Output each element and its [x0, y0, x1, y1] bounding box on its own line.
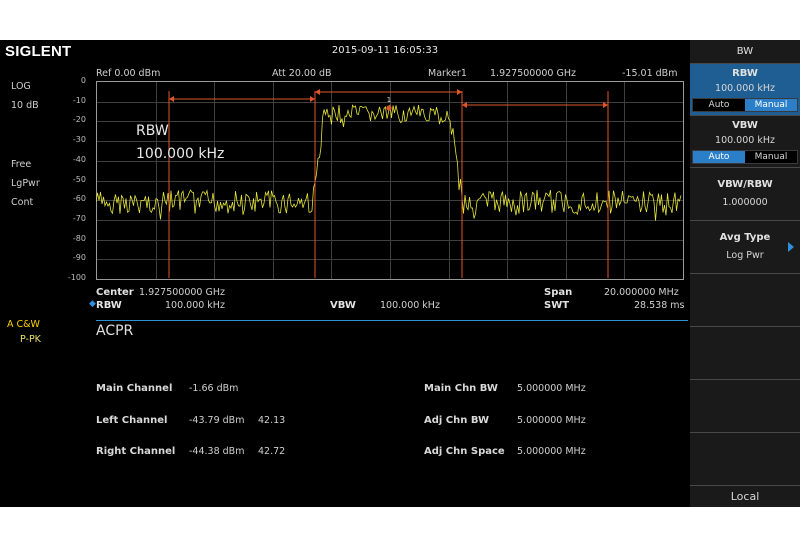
- marker-label: Marker1: [428, 68, 467, 79]
- y-tick-label: -10: [72, 95, 86, 105]
- rbw-auto-manual-toggle[interactable]: Auto Manual: [692, 98, 798, 112]
- vbw-softkey-value: 100.000 kHz: [715, 135, 775, 146]
- vbw-info-value: 100.000 kHz: [380, 300, 440, 311]
- trace-detect: P-PK: [20, 334, 41, 345]
- vbw-softkey-title: VBW: [732, 120, 758, 131]
- softkey-empty-2[interactable]: [690, 326, 800, 379]
- trigger-mode: Free: [11, 159, 32, 170]
- rbw-manual-option[interactable]: Manual: [745, 99, 797, 111]
- vbw-rbw-title: VBW/RBW: [717, 179, 773, 190]
- center-value: 1.927500000 GHz: [139, 287, 225, 298]
- y-tick-label: -100: [67, 273, 86, 282]
- siglent-logo: SIGLENT: [5, 43, 72, 60]
- rbw-overlay-label: RBW: [136, 123, 169, 139]
- bracket-arrowhead: [457, 89, 462, 95]
- y-tick-label: -40: [72, 154, 86, 164]
- marker-frequency: 1.927500000 GHz: [490, 68, 576, 79]
- bracket-arrowhead: [462, 102, 467, 108]
- vbw-info-label: VBW: [330, 300, 356, 311]
- vbw-rbw-value: 1.000000: [722, 197, 768, 208]
- softkey-panel: BW RBW 100.000 kHz Auto Manual VBW 100.0…: [690, 40, 800, 507]
- rbw-overlay-value: 100.000 kHz: [136, 146, 225, 162]
- left-channel-acpr: 42.13: [258, 415, 286, 426]
- menu-title-box: BW: [690, 40, 800, 63]
- analyzer-screen: SIGLENT 2015-09-11 16:05:33 Ref 0.00 dBm…: [0, 40, 800, 507]
- sweep-mode: Cont: [11, 197, 34, 208]
- right-channel-acpr: 42.72: [258, 446, 286, 457]
- bracket-arrowhead: [169, 96, 174, 102]
- adj-chn-space-label: Adj Chn Space: [424, 446, 505, 457]
- adj-chn-bw-label: Adj Chn BW: [424, 415, 489, 426]
- local-softkey[interactable]: Local: [690, 485, 800, 507]
- y-tick-label: -30: [72, 135, 86, 145]
- spectrum-trace-area: 1: [96, 89, 682, 278]
- main-channel-label: Main Channel: [96, 383, 173, 394]
- right-channel-value: -44.38 dBm: [189, 446, 245, 457]
- y-tick-label: -60: [72, 194, 86, 204]
- datetime: 2015-09-11 16:05:33: [331, 45, 439, 56]
- scale-type: LOG: [11, 81, 31, 92]
- adj-chn-bw-value: 5.000000 MHz: [517, 415, 586, 426]
- softkey-empty-1[interactable]: [690, 273, 800, 326]
- separator-line: [96, 320, 688, 321]
- y-tick-label: -50: [72, 174, 86, 184]
- rbw-softkey-title: RBW: [732, 68, 758, 79]
- rbw-auto-option[interactable]: Auto: [693, 99, 745, 111]
- vbw-rbw-softkey[interactable]: VBW/RBW 1.000000: [690, 167, 800, 220]
- avg-type-softkey[interactable]: Avg Type Log Pwr: [690, 220, 800, 273]
- y-tick-label: 0: [80, 76, 86, 85]
- scale-per-div: 10 dB: [11, 100, 39, 111]
- bracket-arrowhead: [315, 89, 320, 95]
- avg-type-value: Log Pwr: [726, 250, 764, 261]
- y-tick-label: -80: [72, 233, 86, 243]
- marker-level: -15.01 dBm: [622, 68, 678, 79]
- swt-label: SWT: [544, 300, 570, 311]
- rbw-softkey-value: 100.000 kHz: [715, 83, 775, 94]
- acpr-title: ACPR: [96, 323, 134, 339]
- y-tick-label: -90: [72, 253, 86, 263]
- bracket-arrowhead: [603, 102, 608, 108]
- vbw-softkey[interactable]: VBW 100.000 kHz Auto Manual: [690, 115, 800, 167]
- detector-mode: LgPwr: [11, 178, 40, 189]
- trace-mode: A C&W: [7, 319, 40, 330]
- rbw-info-value: 100.000 kHz: [165, 300, 225, 311]
- triangle-right-icon: [788, 242, 794, 252]
- main-chn-bw-value: 5.000000 MHz: [517, 383, 586, 394]
- span-label: Span: [544, 287, 573, 298]
- main-chn-bw-label: Main Chn BW: [424, 383, 498, 394]
- vbw-auto-manual-toggle[interactable]: Auto Manual: [692, 150, 798, 164]
- left-channel-label: Left Channel: [96, 415, 168, 426]
- vbw-manual-option[interactable]: Manual: [745, 151, 797, 163]
- spectrum-trace: [96, 104, 682, 221]
- channel-markers: [168, 89, 609, 278]
- rbw-softkey[interactable]: RBW 100.000 kHz Auto Manual: [690, 63, 800, 115]
- right-channel-label: Right Channel: [96, 446, 176, 457]
- bracket-arrowhead: [310, 96, 315, 102]
- softkey-empty-4[interactable]: [690, 432, 800, 485]
- marker-1-number: 1: [387, 96, 391, 104]
- y-tick-label: -70: [72, 213, 86, 223]
- swt-value: 28.538 ms: [634, 300, 685, 311]
- menu-title: BW: [736, 46, 754, 57]
- vbw-auto-option[interactable]: Auto: [693, 151, 745, 163]
- softkey-empty-3[interactable]: [690, 379, 800, 432]
- spectrum-grid: [96, 81, 684, 280]
- ref-level: Ref 0.00 dBm: [96, 68, 161, 79]
- main-channel-value: -1.66 dBm: [189, 383, 239, 394]
- span-value: 20.000000 MHz: [604, 287, 679, 298]
- active-param-icon: ◆: [89, 299, 96, 309]
- y-tick-label: -20: [72, 115, 86, 125]
- rbw-info-label: RBW: [96, 300, 122, 311]
- attenuation: Att 20.00 dB: [272, 68, 332, 79]
- avg-type-title: Avg Type: [719, 232, 771, 243]
- adj-chn-space-value: 5.000000 MHz: [517, 446, 586, 457]
- local-label: Local: [730, 490, 760, 503]
- marker-1-dot: [386, 105, 392, 111]
- left-channel-value: -43.79 dBm: [189, 415, 245, 426]
- center-label: Center: [96, 287, 134, 298]
